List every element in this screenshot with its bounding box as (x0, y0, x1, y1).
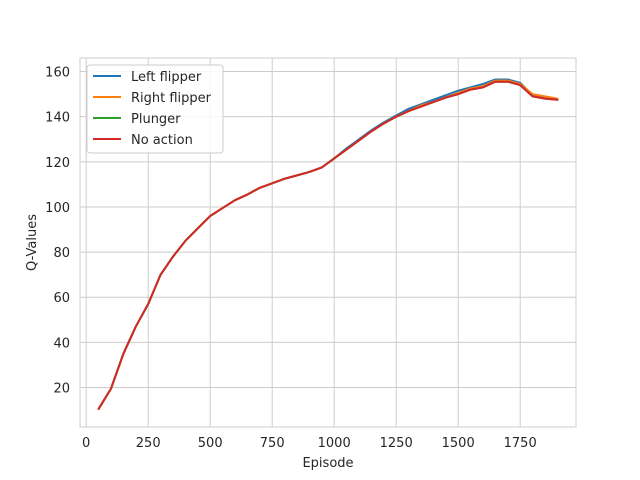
y-tick-label: 60 (53, 291, 70, 306)
legend-box (86, 64, 224, 154)
series-lines (97, 78, 559, 410)
x-axis-label: Episode (302, 456, 353, 471)
x-tick-label: 1500 (442, 436, 475, 451)
grid (80, 58, 576, 427)
y-tick-label: 20 (53, 382, 70, 397)
y-tick-label: 120 (45, 156, 70, 171)
legend-label: No action (131, 133, 193, 148)
x-tick-label: 500 (198, 436, 223, 451)
x-tick-label: 250 (136, 436, 161, 451)
plot-frame (79, 57, 577, 428)
y-tick-label: 160 (45, 66, 70, 81)
y-tick-label: 40 (53, 336, 70, 351)
x-tick-label: 750 (260, 436, 285, 451)
legend-label: Right flipper (131, 91, 212, 106)
legend-label: Plunger (131, 112, 181, 127)
legend-label: Left flipper (131, 70, 202, 85)
x-tick-label: 1250 (380, 436, 413, 451)
y-axis-label: Q-Values (25, 214, 40, 271)
series-line-no-action (97, 80, 559, 410)
y-tick-labels: 20 40 60 80 100 120 140 160 (45, 66, 70, 397)
legend: Left flipper Right flipper Plunger No actio… (86, 64, 224, 154)
y-tick-label: 140 (45, 111, 70, 126)
x-tick-label: 1750 (504, 436, 537, 451)
x-tick-label: 0 (82, 436, 90, 451)
y-tick-label: 80 (53, 246, 70, 261)
y-tick-label: 100 (45, 201, 70, 216)
x-tick-label: 1000 (318, 436, 351, 451)
x-tick-labels: 0 250 500 750 1000 1250 1500 1750 (82, 436, 537, 451)
